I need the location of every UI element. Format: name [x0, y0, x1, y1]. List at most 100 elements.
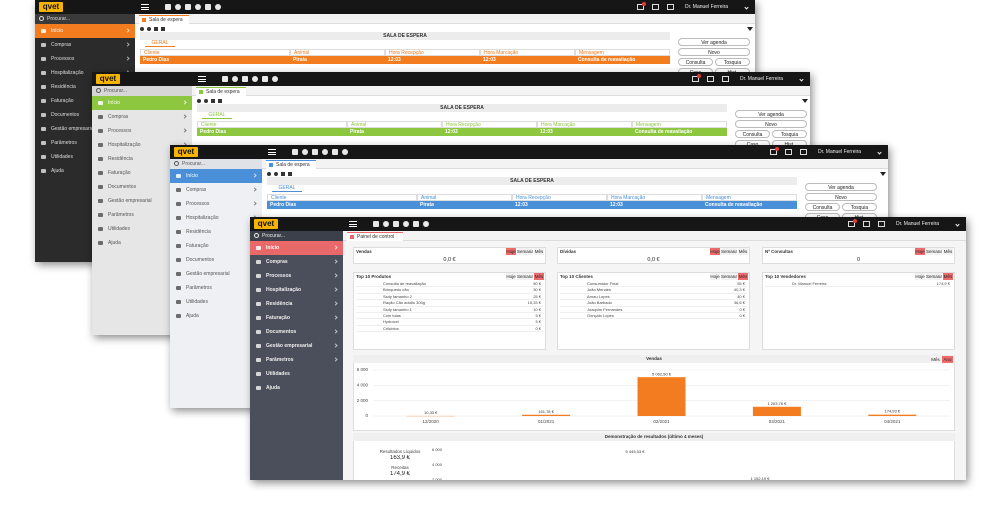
period-button[interactable]: Mês [943, 248, 953, 255]
status-icon[interactable] [722, 76, 729, 82]
menu-item[interactable]: Utilidades [35, 150, 135, 164]
period-button[interactable]: Semana [517, 248, 533, 255]
tool-icon[interactable] [218, 99, 222, 103]
menu-item[interactable]: Processos [250, 269, 343, 283]
toolbar-icon[interactable] [342, 149, 348, 155]
menu-item[interactable]: Parâmetros [250, 353, 343, 367]
period-button[interactable]: Semana [721, 273, 737, 280]
menu-item[interactable]: Gestão empresarial [250, 339, 343, 353]
period-button[interactable]: Ano [942, 356, 953, 363]
toolbar-icon[interactable] [195, 4, 201, 10]
tool-icon[interactable] [154, 27, 158, 31]
action-button[interactable]: Novo [678, 48, 750, 56]
action-button[interactable]: Ver agenda [735, 110, 807, 118]
menu-item[interactable]: Hospitalização [35, 66, 135, 80]
period-button[interactable]: Mês [534, 273, 544, 280]
menu-item[interactable]: Processos [92, 124, 192, 138]
menu-item[interactable]: Início [170, 169, 262, 183]
tool-icon[interactable] [288, 172, 292, 176]
toolbar-icon[interactable] [165, 4, 171, 10]
status-icon[interactable] [770, 149, 777, 155]
period-button[interactable]: Hoje [506, 248, 516, 255]
menu-item[interactable]: Parâmetros [92, 208, 192, 222]
toolbar-icon[interactable] [175, 4, 181, 10]
status-icon[interactable] [785, 149, 792, 155]
menu-item[interactable]: Documentos [92, 180, 192, 194]
toolbar-icon[interactable] [242, 76, 248, 82]
status-icon[interactable] [667, 4, 674, 10]
menu-item[interactable]: Faturação [250, 311, 343, 325]
toolbar-icon[interactable] [215, 4, 221, 10]
menu-item[interactable]: Documentos [170, 253, 262, 267]
tab[interactable]: Painel de control [347, 232, 403, 241]
action-button[interactable]: Novo [805, 193, 877, 201]
menu-item[interactable]: Processos [170, 197, 262, 211]
search-input[interactable]: Procurar... [262, 233, 286, 239]
menu-item[interactable]: Faturação [35, 94, 135, 108]
status-icon[interactable] [848, 221, 855, 227]
status-icon[interactable] [637, 4, 644, 10]
tool-icon[interactable] [274, 172, 278, 176]
search-input[interactable]: Procurar... [182, 161, 206, 167]
menu-item[interactable]: Documentos [35, 108, 135, 122]
menu-item[interactable]: Início [250, 241, 343, 255]
status-icon[interactable] [863, 221, 870, 227]
menu-item[interactable]: Início [35, 24, 135, 38]
menu-item[interactable]: Documentos [250, 325, 343, 339]
toolbar-icon[interactable] [373, 221, 379, 227]
status-icon[interactable] [800, 149, 807, 155]
tool-icon[interactable] [211, 99, 215, 103]
table-row[interactable] [267, 201, 797, 209]
menu-item[interactable]: Hospitalização [170, 211, 262, 225]
toolbar-icon[interactable] [252, 76, 258, 82]
period-button[interactable]: Hoje [915, 273, 925, 280]
menu-item[interactable]: Residência [92, 152, 192, 166]
status-icon[interactable] [878, 221, 885, 227]
menu-item[interactable]: Utilidades [92, 222, 192, 236]
user-name[interactable]: Dr. Manuel Ferreira [896, 221, 940, 227]
period-button[interactable]: Semana [926, 273, 942, 280]
toolbar-icon[interactable] [222, 76, 228, 82]
period-button[interactable]: Semana [926, 248, 942, 255]
menu-item[interactable]: Parâmetros [35, 136, 135, 150]
action-button[interactable]: Novo [735, 120, 807, 128]
tool-icon[interactable] [147, 27, 151, 31]
tab[interactable]: Sala de espera [196, 87, 246, 96]
menu-item[interactable]: Residência [250, 297, 343, 311]
toolbar-icon[interactable] [205, 4, 211, 10]
menu-toggle[interactable] [268, 149, 276, 155]
action-button[interactable]: Ver agenda [805, 183, 877, 191]
toolbar-icon[interactable] [393, 221, 399, 227]
toolbar-icon[interactable] [312, 149, 318, 155]
menu-item[interactable]: Residência [170, 225, 262, 239]
menu-item[interactable]: Ajuda [35, 164, 135, 178]
action-button[interactable]: Consulta [805, 203, 840, 211]
menu-item[interactable]: Processos [35, 52, 135, 66]
toolbar-icon[interactable] [413, 221, 419, 227]
section-tab[interactable]: GERAL [272, 185, 302, 192]
action-button[interactable]: Tosquia [715, 58, 750, 66]
period-button[interactable]: Hoje [915, 248, 925, 255]
period-button[interactable]: Mês [534, 248, 544, 255]
section-tab[interactable]: GERAL [145, 40, 175, 47]
toolbar-icon[interactable] [403, 221, 409, 227]
user-name[interactable]: Dr. Manuel Ferreira [818, 149, 862, 155]
menu-item[interactable]: Ajuda [170, 309, 262, 323]
menu-item[interactable]: Hospitalização [92, 138, 192, 152]
tab[interactable]: Sala de espera [139, 15, 189, 24]
menu-item[interactable]: Faturação [92, 166, 192, 180]
period-button[interactable]: Semana [721, 248, 737, 255]
toolbar-icon[interactable] [423, 221, 429, 227]
menu-item[interactable]: Gestão empresarial [92, 194, 192, 208]
period-button[interactable]: Hoje [710, 273, 720, 280]
tab[interactable]: Sala de espera [266, 160, 316, 169]
toolbar-icon[interactable] [302, 149, 308, 155]
menu-item[interactable]: Compras [35, 38, 135, 52]
section-tab[interactable]: GERAL [202, 112, 232, 119]
period-button[interactable]: Hoje [506, 273, 516, 280]
tool-icon[interactable] [267, 172, 271, 176]
table-row[interactable] [140, 56, 670, 64]
menu-item[interactable]: Gestão empresarial [170, 267, 262, 281]
menu-item[interactable]: Compras [250, 255, 343, 269]
period-button[interactable]: Mês [943, 273, 953, 280]
